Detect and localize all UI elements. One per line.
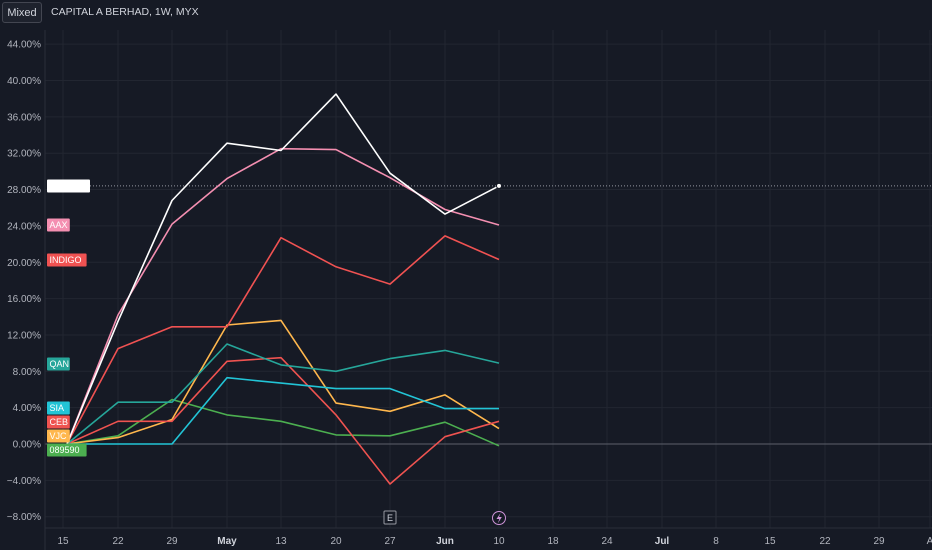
chart-title: CAPITAL A BERHAD, 1W, MYX [51, 6, 199, 18]
grid-lines [44, 30, 932, 550]
legend-badge-bg [47, 443, 87, 457]
legend-badge-vjc: VJC [47, 429, 70, 443]
series-lines [66, 93, 502, 485]
x-tick-label: 27 [384, 536, 396, 547]
legend-badge-label: AAX [50, 220, 68, 230]
legend-badge-bg [47, 401, 70, 415]
y-tick-label: 20.00% [7, 258, 41, 269]
legend-badge-aax: AAX [47, 218, 70, 232]
series-line-aax [66, 147, 500, 445]
earnings-marker-label: E [387, 513, 393, 523]
y-tick-label: 12.00% [7, 330, 41, 341]
y-tick-label: 8.00% [13, 367, 41, 378]
series-line-main [66, 93, 500, 445]
legend-badge-bg [47, 218, 70, 232]
legend-badge-label: SIA [50, 403, 65, 413]
legend-badge-main [47, 179, 90, 193]
legend-badge-label: INDIGO [50, 255, 82, 265]
x-tick-label: 29 [873, 536, 885, 547]
x-tick-label: 13 [275, 536, 287, 547]
x-tick-label: Jul [655, 536, 670, 547]
legend-badge-label: QAN [50, 359, 70, 369]
series-line-vjc [66, 319, 500, 445]
x-tick-label: 18 [547, 536, 559, 547]
y-tick-label: 44.00% [7, 40, 41, 51]
legend-badge-bg [47, 179, 90, 193]
legend-badge-label: CEB [50, 417, 69, 427]
y-axis: 44.00% 40.00% 36.00% 32.00% 28.00% 24.00% 20.0… [7, 40, 41, 524]
legend-badge-bg [47, 429, 70, 443]
legend-badge-bg [47, 415, 70, 429]
legend-badge-089590: 089590 [47, 443, 87, 457]
y-tick-label: 40.00% [7, 76, 41, 87]
earnings-marker[interactable]: E [383, 510, 397, 525]
x-tick-label: 22 [112, 536, 124, 547]
legend-badge-label: VJC [50, 431, 68, 441]
series-line-089590 [66, 398, 500, 447]
y-tick-label: 32.00% [7, 149, 41, 160]
y-tick-label: −8.00% [7, 512, 41, 523]
x-tick-label: 24 [601, 536, 613, 547]
x-tick-label: Jun [436, 536, 454, 547]
y-tick-label: 24.00% [7, 221, 41, 232]
y-tick-label: 28.00% [7, 185, 41, 196]
y-tick-label: 36.00% [7, 112, 41, 123]
x-tick-label: 8 [713, 536, 719, 547]
lightning-bolt-shape [496, 513, 502, 524]
x-tick-label: 22 [819, 536, 831, 547]
series-line-ceb [66, 356, 500, 485]
series-line-indigo [66, 235, 500, 445]
main-series-end-dot [496, 182, 502, 189]
legend-badge-qan: QAN [47, 357, 70, 371]
legend: AAX INDIGO QAN SIA CEB VJC 089590 [47, 179, 90, 457]
legend-badge-bg [47, 253, 87, 267]
earnings-marker-box [383, 510, 397, 525]
legend-badge-indigo: INDIGO [47, 253, 87, 267]
x-tick-label: 15 [57, 536, 69, 547]
y-tick-label: 4.00% [13, 403, 41, 414]
y-tick-label: 16.00% [7, 294, 41, 305]
series-line-sia [67, 376, 499, 445]
legend-badge-bg [47, 357, 70, 371]
lightning-icon[interactable] [492, 511, 506, 525]
x-tick-label: 20 [330, 536, 342, 547]
event-markers[interactable]: E [383, 510, 506, 525]
x-axis: 15 22 29 May 13 20 27 Jun 10 18 24 Jul 8 15 22 29 A [57, 536, 932, 547]
legend-badge-ceb: CEB [47, 415, 70, 429]
legend-badge-label: 089590 [50, 445, 80, 455]
y-tick-label: 0.00% [13, 440, 41, 451]
chart-type-mixed-button[interactable]: Mixed [2, 2, 42, 23]
x-tick-label: 10 [493, 536, 505, 547]
x-tick-label: 15 [764, 536, 776, 547]
x-tick-label: A [927, 536, 932, 547]
x-tick-label: 29 [166, 536, 178, 547]
x-tick-label: May [217, 536, 237, 547]
y-tick-label: −4.00% [7, 476, 41, 487]
legend-badge-sia: SIA [47, 401, 70, 415]
series-line-qan [66, 343, 500, 445]
